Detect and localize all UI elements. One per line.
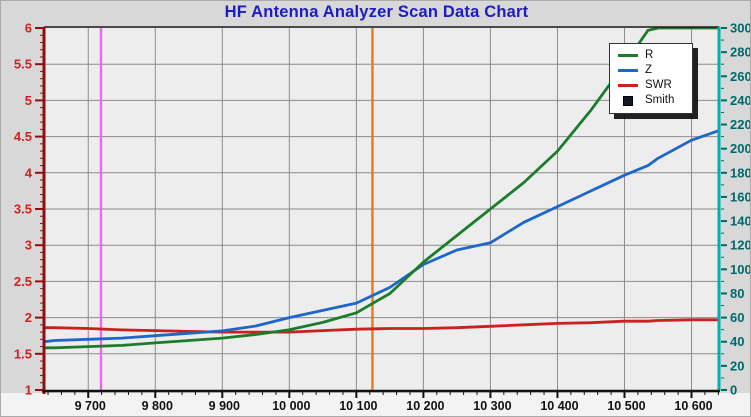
left-axis-tick-label: 3 (25, 238, 32, 253)
smith-square-swatch (623, 95, 633, 106)
x-axis-tick-label: 10 400 (540, 399, 578, 413)
x-axis-tick-label: 10 200 (406, 399, 444, 413)
right-axis-tick-label: 260 (730, 69, 751, 84)
right-axis-tick-label: 140 (730, 214, 751, 229)
legend-label: Smith (645, 94, 675, 106)
right-axis-tick-label: 280 (730, 45, 751, 60)
x-axis-tick-label: 9 900 (209, 399, 240, 413)
left-axis-tick-label: 1 (25, 383, 32, 398)
left-axis-tick-label: 5 (25, 93, 32, 108)
x-axis-tick-label: 10 100 (339, 399, 377, 413)
right-axis-tick-label: 300 (730, 21, 751, 36)
x-axis-tick-label: 9 700 (75, 399, 106, 413)
legend-label: Z (645, 64, 653, 76)
bottom-strip (1, 393, 750, 416)
left-axis-tick-label: 5.5 (14, 57, 32, 72)
left-axis-tick-label: 1.5 (14, 346, 32, 361)
legend-label: R (645, 49, 654, 61)
legend-item-r[interactable]: R (618, 48, 686, 63)
swr-line-swatch (618, 84, 638, 87)
right-axis-tick-label: 40 (730, 334, 744, 349)
left-axis-tick-label: 4 (25, 165, 33, 180)
r-line-swatch (618, 54, 638, 57)
legend-item-smith[interactable]: Smith (618, 93, 686, 108)
right-axis-tick-label: 60 (730, 310, 744, 325)
right-axis-tick-label: 0 (730, 383, 737, 398)
z-line-swatch (618, 69, 638, 72)
left-axis-tick-label: 4.5 (14, 129, 32, 144)
right-axis-tick-label: 120 (730, 238, 751, 253)
legend-item-swr[interactable]: SWR (618, 78, 686, 93)
right-axis-tick-label: 20 (730, 358, 744, 373)
x-axis-tick-label: 10 000 (272, 399, 310, 413)
legend-label: SWR (645, 79, 672, 91)
x-axis-tick-label: 10 300 (473, 399, 511, 413)
legend: R Z SWR Smith (609, 43, 693, 114)
right-axis-tick-label: 240 (730, 93, 751, 108)
x-axis-tick-label: 10 500 (607, 399, 645, 413)
x-axis-tick-label: 9 800 (142, 399, 173, 413)
left-axis-tick-label: 3.5 (14, 202, 32, 217)
x-axis-tick-label: 10 600 (674, 399, 712, 413)
left-axis-tick-label: 6 (25, 21, 32, 36)
right-axis-tick-label: 80 (730, 286, 744, 301)
right-axis-tick-label: 160 (730, 189, 751, 204)
left-axis-tick-label: 2 (25, 310, 32, 325)
chart-title: HF Antenna Analyzer Scan Data Chart (224, 3, 529, 21)
right-axis-tick-label: 100 (730, 262, 751, 277)
left-axis-tick-label: 2.5 (14, 274, 32, 289)
series-swr-curve (42, 318, 721, 334)
right-axis-tick-label: 180 (730, 165, 751, 180)
right-axis-tick-label: 200 (730, 141, 751, 156)
legend-item-z[interactable]: Z (618, 63, 686, 78)
series-z-curve (42, 129, 721, 344)
right-axis-tick-label: 220 (730, 117, 751, 132)
